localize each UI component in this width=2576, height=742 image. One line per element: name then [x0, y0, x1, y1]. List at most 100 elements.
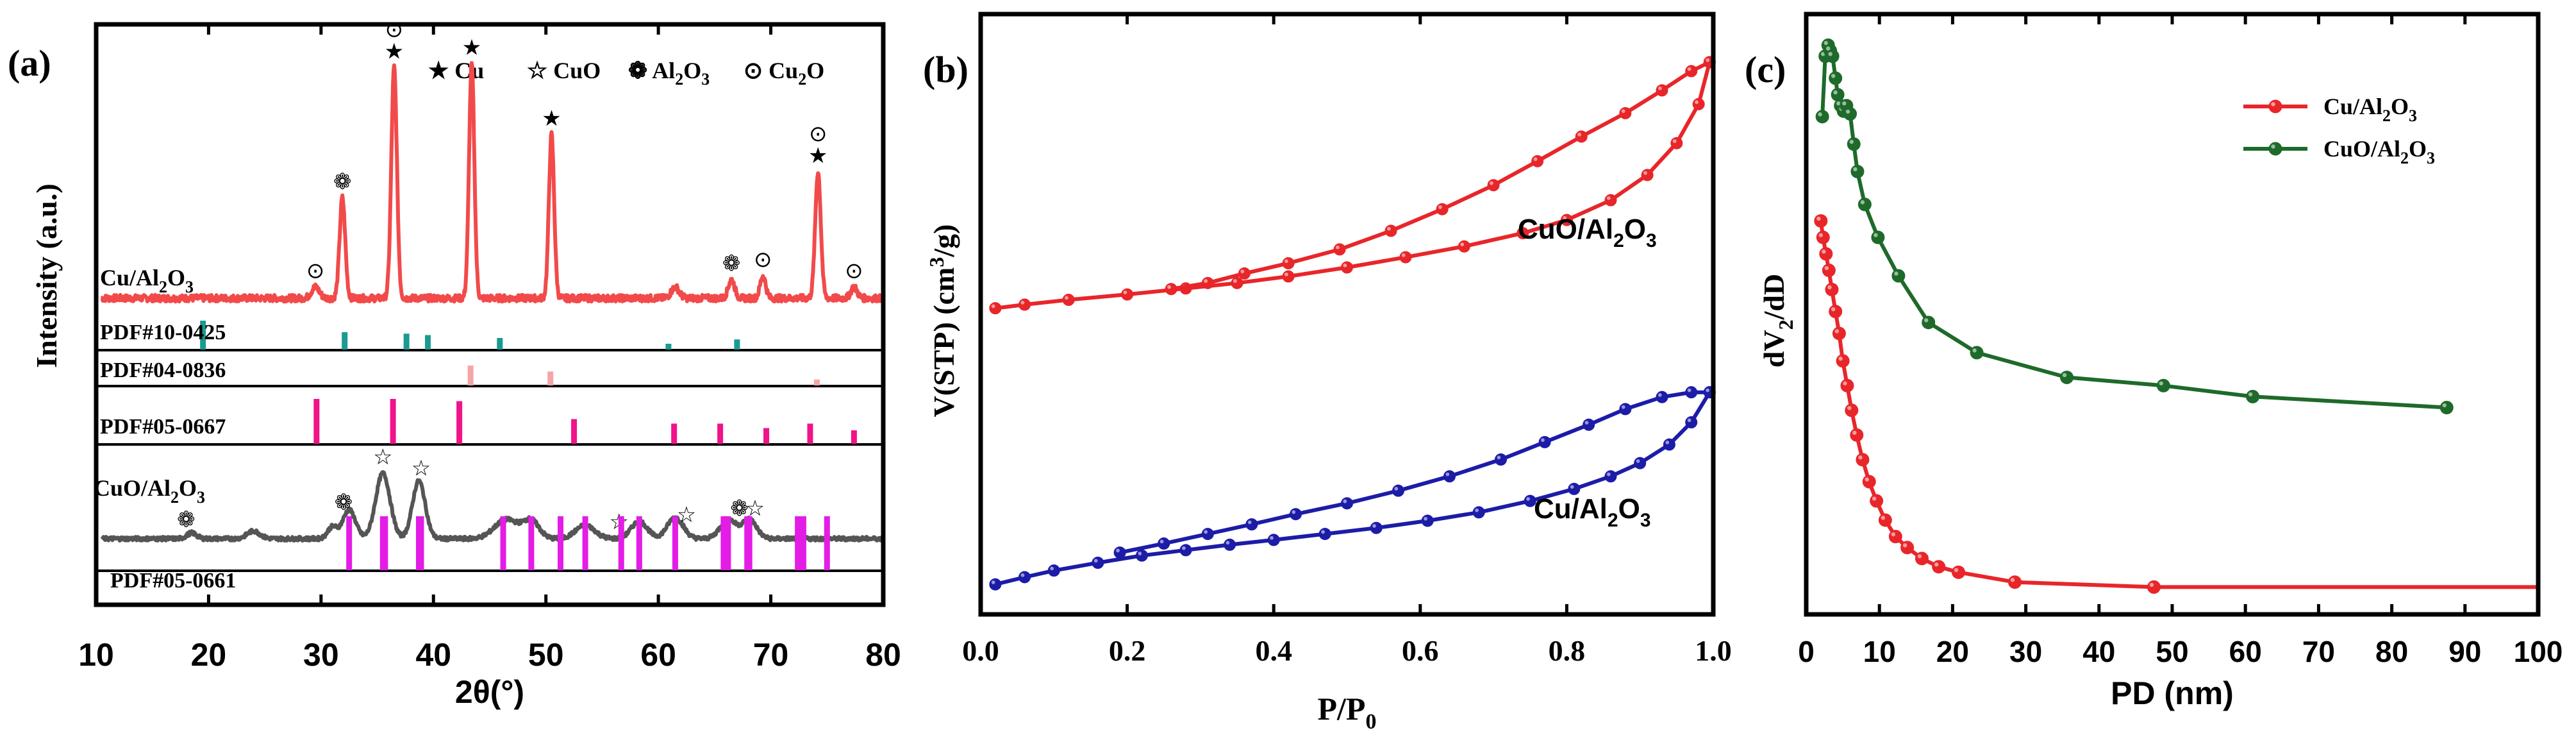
- pore-distribution-point: [1825, 49, 1840, 63]
- pore-distribution-point-shine: [2159, 381, 2163, 385]
- isotherm-point-shine: [991, 580, 995, 584]
- isotherm-point: [1318, 528, 1331, 541]
- pore-distribution-point: [1819, 247, 1833, 261]
- pore-distribution-point: [1870, 494, 1884, 508]
- x-tick-label: 90: [2448, 635, 2481, 668]
- isotherm-point: [1575, 130, 1588, 143]
- isotherm-point-shine: [1167, 285, 1171, 289]
- peak-marker: ❁: [177, 508, 195, 532]
- pore-distribution-point-shine: [1881, 516, 1886, 520]
- isotherm-point: [1487, 179, 1500, 192]
- legend-entry: ☆ CuO: [527, 58, 601, 83]
- isotherm-point: [1158, 537, 1170, 550]
- isotherm-point-shine: [1606, 196, 1611, 200]
- peak-marker: ⊙: [845, 259, 863, 283]
- x-tick-label: 10: [1863, 635, 1896, 668]
- isotherm-point: [1656, 84, 1668, 97]
- isotherm-point: [1604, 194, 1617, 207]
- pore-distribution-point: [1857, 198, 1872, 212]
- x-tick-label: 20: [191, 637, 227, 673]
- x-tick-label: 80: [2375, 635, 2408, 668]
- peak-marker: ❁: [335, 490, 353, 514]
- isotherm-point: [1341, 497, 1353, 510]
- pore-distribution-point-shine: [1924, 318, 1929, 323]
- peak-marker: ★: [385, 39, 404, 63]
- isotherm-point-shine: [1093, 559, 1098, 563]
- isotherm-point: [1238, 267, 1251, 280]
- isotherm-point: [1656, 391, 1668, 403]
- pore-distribution-point: [1856, 453, 1870, 467]
- pore-distribution-point: [1843, 107, 1857, 121]
- isotherm-point-shine: [1182, 546, 1186, 550]
- reference-label: PDF#05-0667: [100, 415, 226, 439]
- pore-distribution-point: [1814, 214, 1828, 228]
- isotherm-point: [1018, 298, 1031, 311]
- isotherm-point: [1231, 276, 1243, 289]
- isotherm-point-shine: [1284, 259, 1288, 264]
- series-label: CuO/Al2O3: [94, 475, 205, 507]
- pore-distribution-point-shine: [1852, 430, 1857, 435]
- isotherm-point-shine: [1240, 269, 1245, 274]
- legend-entry: ⊙ Cu2O: [744, 58, 824, 89]
- pore-distribution-point: [1922, 316, 1936, 330]
- pore-distribution-point: [1900, 541, 1915, 555]
- pore-distribution-point: [1816, 230, 1830, 244]
- isotherm-point-shine: [1343, 499, 1347, 503]
- isotherm-point: [1341, 261, 1353, 274]
- isotherm-point-shine: [1460, 242, 1465, 246]
- reference-label: PDF#04-0836: [100, 358, 226, 382]
- pore-distribution-point: [1952, 565, 1966, 579]
- isotherm-point-shine: [1372, 524, 1376, 528]
- pore-distribution-point: [2007, 575, 2022, 589]
- isotherm-point: [1333, 243, 1346, 256]
- panel-label: (c): [1745, 49, 1786, 90]
- pore-distribution-point: [1832, 326, 1846, 341]
- isotherm-point: [1685, 416, 1698, 428]
- isotherm-point: [1604, 470, 1617, 483]
- pore-distribution-point-shine: [1853, 167, 1857, 172]
- isotherm-point-shine: [1226, 541, 1230, 545]
- peak-marker: ❁: [333, 169, 352, 194]
- isotherm-point: [1692, 97, 1705, 110]
- pore-distribution-point: [1850, 428, 1864, 442]
- isotherm-point-shine: [1563, 216, 1567, 220]
- peak-marker: ⊙: [754, 248, 772, 272]
- peak-marker: ☆: [677, 503, 696, 527]
- isotherm-point-shine: [1343, 263, 1347, 267]
- pore-distribution-point-shine: [1843, 381, 1847, 385]
- isotherm-point-shine: [1424, 516, 1427, 521]
- pore-distribution-point-shine: [1836, 101, 1841, 106]
- x-tick-label: 60: [640, 637, 676, 673]
- isotherm-point-shine: [1336, 245, 1340, 249]
- pore-distribution-point-shine: [1847, 406, 1852, 410]
- pore-distribution-point-shine: [1858, 455, 1863, 460]
- pore-distribution-point-shine: [1834, 329, 1840, 333]
- pore-distribution-point-shine: [2010, 578, 2015, 582]
- pore-distribution-point-shine: [2062, 373, 2067, 378]
- isotherm-point-shine: [1643, 171, 1647, 175]
- isotherm-point-shine: [1394, 487, 1399, 491]
- isotherm-point-shine: [1247, 520, 1252, 525]
- x-tick-label: 40: [415, 637, 451, 673]
- x-tick-label: 0.0: [962, 634, 999, 667]
- isotherm-point-shine: [1438, 205, 1442, 209]
- x-axis-label: PD (nm): [2111, 675, 2234, 711]
- series-label: CuO/Al2O3: [1518, 214, 1657, 251]
- pore-distribution-point-shine: [1827, 285, 1832, 290]
- panel-label: (a): [8, 42, 51, 84]
- pore-distribution-point-shine: [1849, 139, 1854, 144]
- legend-marker: [2268, 142, 2282, 156]
- panel-b-isotherm: (b) V(STP) (cm3/g) P/P0 CuO/Al2O3 Cu/Al2O3 0.…: [923, 12, 1732, 734]
- isotherm-point: [1018, 571, 1031, 584]
- reference-label: PDF#10-0425: [100, 321, 226, 344]
- isotherm-point-shine: [1233, 279, 1237, 283]
- isotherm-point-shine: [1687, 418, 1691, 423]
- isotherm-point-shine: [1606, 472, 1611, 476]
- x-tick-label: 50: [528, 637, 564, 673]
- x-tick-label: 60: [2229, 635, 2262, 668]
- isotherm-point: [1399, 251, 1412, 264]
- pore-distribution-point: [1862, 475, 1876, 489]
- isotherm-point-shine: [1292, 510, 1296, 514]
- peak-marker: ❁: [722, 251, 741, 276]
